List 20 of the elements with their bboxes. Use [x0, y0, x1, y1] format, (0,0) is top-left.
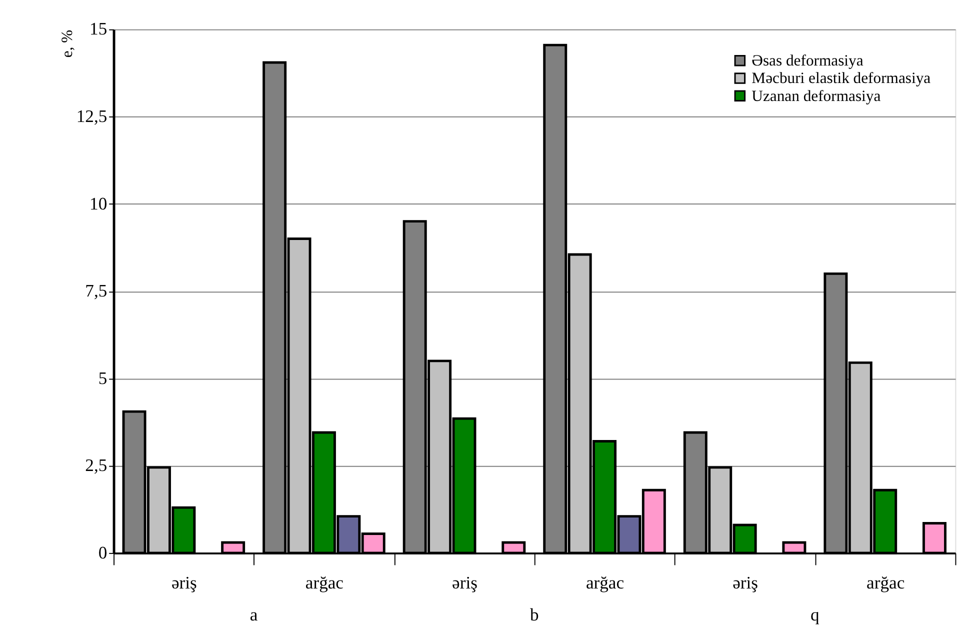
x-tick-label: əriş — [732, 572, 758, 593]
y-tick-label: 5 — [98, 368, 108, 388]
text: q — [810, 604, 820, 624]
legend-label: Məcburi elastik deformasiya — [752, 70, 931, 88]
y-tick-label: 15 — [90, 18, 108, 39]
y-tick-label: 0 — [98, 542, 108, 562]
legend-label: Uzanan deformasiya — [752, 88, 881, 105]
x-tick-label: əriş — [452, 572, 478, 593]
text: a — [250, 604, 258, 624]
y-tick-label: 7,5 — [85, 280, 108, 301]
legend-label: Əsas deformasiya — [752, 52, 864, 70]
x-tick-label: əriş — [171, 572, 198, 593]
y-axis-title: e, % — [58, 30, 76, 58]
y-tick-label: 12,5 — [76, 106, 108, 126]
x-tick-label: arğac — [586, 572, 624, 593]
x-tick-label: arğac — [305, 572, 344, 593]
y-tick-label: 2,5 — [85, 455, 108, 476]
text: b — [530, 604, 539, 624]
x-tick-label: arğac — [866, 572, 905, 593]
y-tick-label: 10 — [90, 193, 108, 214]
